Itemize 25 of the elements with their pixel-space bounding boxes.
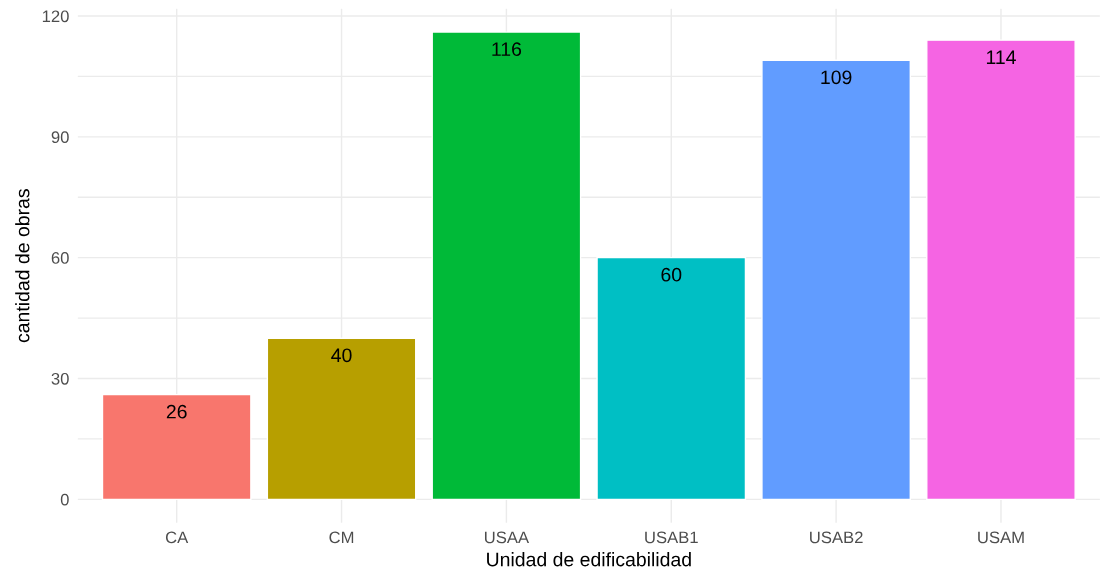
data-label: 116 <box>492 42 522 57</box>
x-axis-title: Unidad de edificabilidad <box>487 552 691 567</box>
data-label: 40 <box>331 348 352 363</box>
data-label: 114 <box>986 50 1016 64</box>
x-tick-label: CA <box>165 531 189 544</box>
data-label: 60 <box>661 267 682 282</box>
x-tick-label: USAM <box>978 531 1024 544</box>
bar <box>431 31 582 501</box>
x-tick-label: CM <box>329 531 354 544</box>
x-tick-label: USAB2 <box>810 531 863 544</box>
bar <box>101 393 252 501</box>
y-tick-label: 0 <box>60 493 69 506</box>
bar <box>926 39 1076 501</box>
bar <box>596 256 747 501</box>
x-tick-label: USAB1 <box>645 531 698 544</box>
data-label: 26 <box>166 404 187 419</box>
y-tick-label: 90 <box>51 131 69 144</box>
y-tick-label: 30 <box>51 372 69 385</box>
y-axis-title: cantidad de obras <box>15 189 30 343</box>
y-tick-label: 60 <box>51 252 69 264</box>
x-tick-label: USAA <box>484 531 530 544</box>
data-label: 109 <box>821 70 852 85</box>
bar <box>266 337 417 501</box>
bar <box>761 59 911 501</box>
y-tick-label: 120 <box>42 10 69 23</box>
